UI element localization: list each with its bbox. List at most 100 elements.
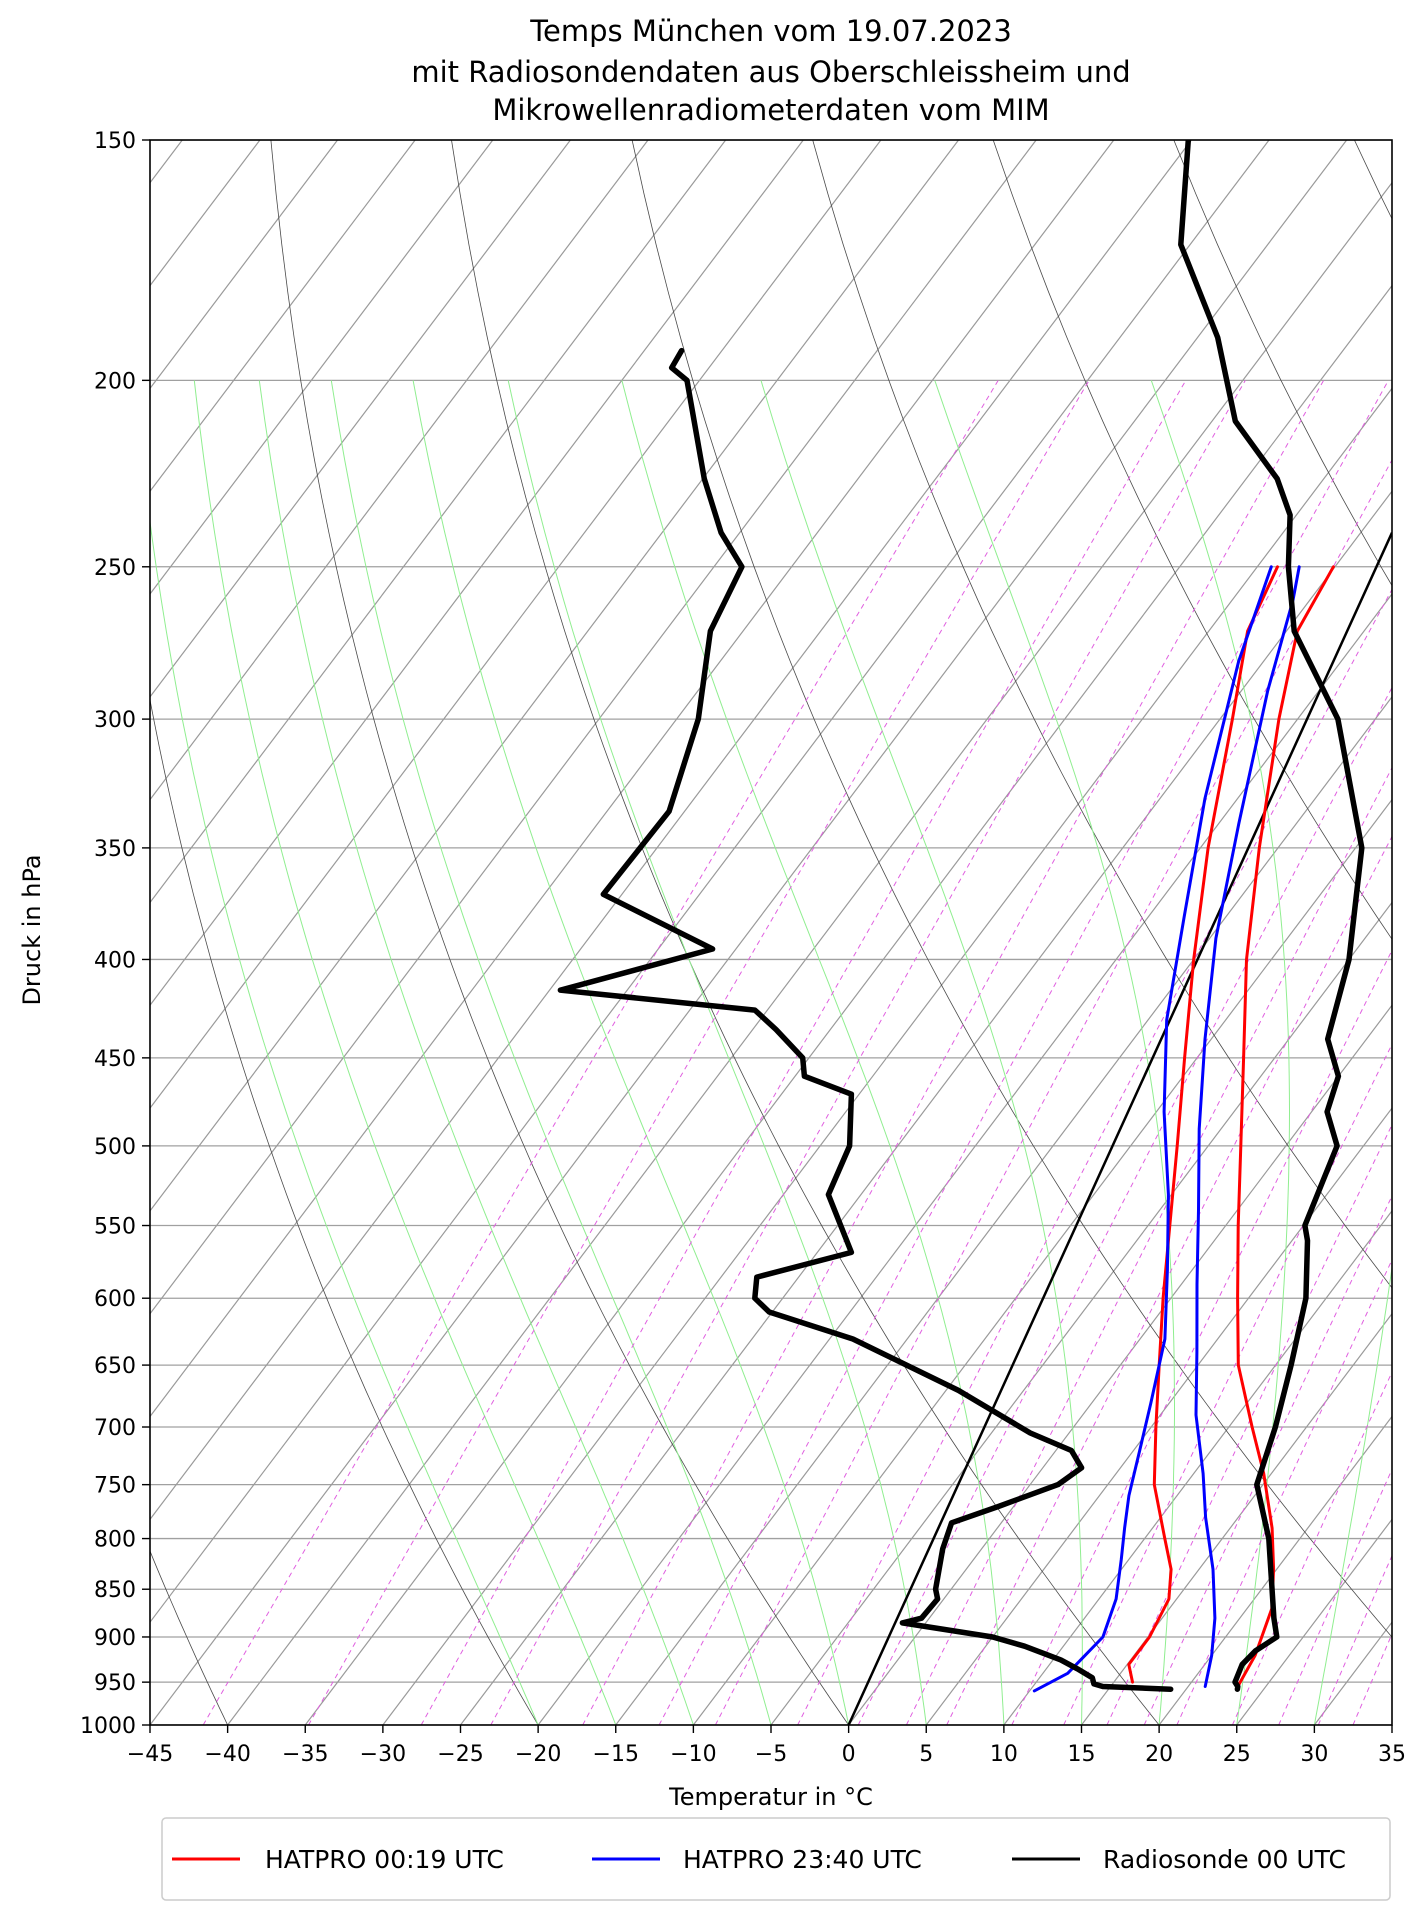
x-tick-label: 20 xyxy=(1145,1742,1173,1767)
x-tick-label: −45 xyxy=(127,1742,173,1767)
mixing-ratio-16 xyxy=(1176,1258,1392,1725)
y-tick-label: 550 xyxy=(94,1215,136,1240)
reference-lines xyxy=(847,532,1392,1725)
isotherm--95 xyxy=(150,140,571,698)
x-axis-ticks: −45 −40 −35 −30 −25 −20 −15 −10 −5 0 5 10 15 20 25 30 35 xyxy=(127,1725,1406,1767)
series-1-profile-1 xyxy=(1032,565,1273,1693)
y-tick-label: 750 xyxy=(94,1474,136,1499)
series-2-profile-0 xyxy=(1178,140,1365,1692)
x-tick-label: −35 xyxy=(282,1742,328,1767)
isotherm--105 xyxy=(150,140,416,493)
x-tick-label: 15 xyxy=(1068,1742,1096,1767)
title-line-2: mit Radiosondendaten aus Oberschleisshei… xyxy=(411,55,1130,89)
isotherm--25 xyxy=(460,490,1392,1725)
isotherm-10 xyxy=(1003,1209,1392,1725)
dry-adiabat-120 xyxy=(1354,140,1392,220)
y-tick-label: 800 xyxy=(94,1528,136,1553)
moist-adiabat-5 xyxy=(507,380,927,1725)
mixing-ratio-4 xyxy=(857,686,1392,1725)
x-tick-label: 0 xyxy=(842,1742,856,1767)
moist-adiabat-10 xyxy=(621,380,1005,1725)
y-tick-label: 700 xyxy=(94,1416,136,1441)
plot-frame xyxy=(149,139,1393,1726)
isotherm--30 xyxy=(382,387,1392,1725)
legend-label-hatpro-0019: HATPRO 00:19 UTC xyxy=(265,1845,504,1874)
isotherm--35 xyxy=(304,284,1392,1725)
isotherm--110 xyxy=(150,140,339,390)
y-axis-ticks: 1000 950 900 850 800 750 700 650 600 550 500 450 400… xyxy=(80,129,150,1739)
isotherm--100 xyxy=(150,140,494,596)
isotherm--55 xyxy=(150,140,1192,1521)
mixing-ratio-0.6 xyxy=(490,380,1246,1725)
y-tick-label: 850 xyxy=(94,1578,136,1603)
isotherm--45 xyxy=(150,140,1348,1725)
dry-adiabat-0 xyxy=(270,140,849,1725)
isotherm--90 xyxy=(150,140,649,801)
legend: HATPRO 00:19 UTC HATPRO 23:40 UTC Radios… xyxy=(161,1817,1391,1901)
isotherm--40 xyxy=(227,181,1392,1725)
dry-adiabat-100 xyxy=(1173,140,1392,587)
y-tick-label: 900 xyxy=(94,1626,136,1651)
isotherm--10 xyxy=(692,798,1392,1725)
x-axis-label: Temperatur in °C xyxy=(668,1783,873,1811)
mixing-ratio-10 xyxy=(1063,1043,1392,1725)
y-tick-label: 1000 xyxy=(80,1714,136,1739)
x-tick-label: −20 xyxy=(515,1742,561,1767)
y-tick-label: 350 xyxy=(94,837,136,862)
y-axis-label: Druck in hPa xyxy=(18,854,46,1005)
isotherm--80 xyxy=(150,140,804,1007)
y-tick-label: 600 xyxy=(94,1287,136,1312)
x-tick-label: −25 xyxy=(437,1742,483,1767)
x-tick-label: −15 xyxy=(593,1742,639,1767)
isotherm--20 xyxy=(537,593,1392,1725)
isotherm--60 xyxy=(150,140,1115,1418)
series-0-profile-1 xyxy=(1127,565,1279,1684)
x-tick-label: −10 xyxy=(670,1742,716,1767)
dry-adiabat-40 xyxy=(631,140,1392,1638)
mixing-ratio-1 xyxy=(582,380,1325,1725)
legend-box xyxy=(161,1817,1391,1901)
isotherm-30 xyxy=(1313,1621,1392,1725)
x-tick-label: 10 xyxy=(990,1742,1018,1767)
y-tick-label: 200 xyxy=(94,369,136,394)
mixing-ratio-0.4 xyxy=(420,380,1187,1725)
y-tick-label: 450 xyxy=(94,1047,136,1072)
isotherm--65 xyxy=(150,140,1037,1315)
x-tick-label: −40 xyxy=(204,1742,250,1767)
isotherm--70 xyxy=(150,140,960,1212)
y-tick-label: 400 xyxy=(94,948,136,973)
moist-adiabat-30 xyxy=(1313,1264,1392,1725)
legend-label-hatpro-2340: HATPRO 23:40 UTC xyxy=(683,1845,922,1874)
mixing-ratio-3 xyxy=(797,588,1392,1725)
moist-adiabat--20 xyxy=(150,517,539,1725)
y-tick-label: 950 xyxy=(94,1671,136,1696)
isotherm--125 xyxy=(0,140,105,1725)
data-series xyxy=(557,140,1365,1693)
moist-adiabat-20 xyxy=(934,380,1175,1725)
isotherm--85 xyxy=(150,140,727,904)
dry-adiabat--40 xyxy=(150,1550,228,1725)
moist-adiabat--5 xyxy=(330,380,772,1725)
mixing-ratio-0.1 xyxy=(202,380,999,1725)
dry-adiabat--20 xyxy=(150,697,539,1725)
isotherm--15 xyxy=(615,695,1392,1725)
x-tick-label: 30 xyxy=(1300,1742,1328,1767)
moist-adiabat-35 xyxy=(1391,1722,1392,1725)
dry-adiabat-80 xyxy=(992,140,1392,940)
y-tick-label: 300 xyxy=(94,708,136,733)
mixing-ratio-5 xyxy=(905,766,1392,1725)
x-tick-label: 5 xyxy=(919,1742,933,1767)
isotherm--50 xyxy=(150,140,1270,1624)
moist-adiabat-15 xyxy=(760,380,1083,1725)
y-tick-label: 500 xyxy=(94,1135,136,1160)
x-tick-label: 25 xyxy=(1223,1742,1251,1767)
mixing-ratio-14 xyxy=(1143,1194,1392,1725)
mixing-ratio-6 xyxy=(946,835,1392,1725)
y-tick-label: 250 xyxy=(94,556,136,581)
series-2-profile-1 xyxy=(557,347,1174,1692)
isotherm-15 xyxy=(1081,1312,1392,1725)
isotherm--75 xyxy=(150,140,882,1110)
chart-title: Temps München vom 19.07.2023 mit Radioso… xyxy=(411,14,1130,127)
title-line-1: Temps München vom 19.07.2023 xyxy=(529,14,1012,48)
